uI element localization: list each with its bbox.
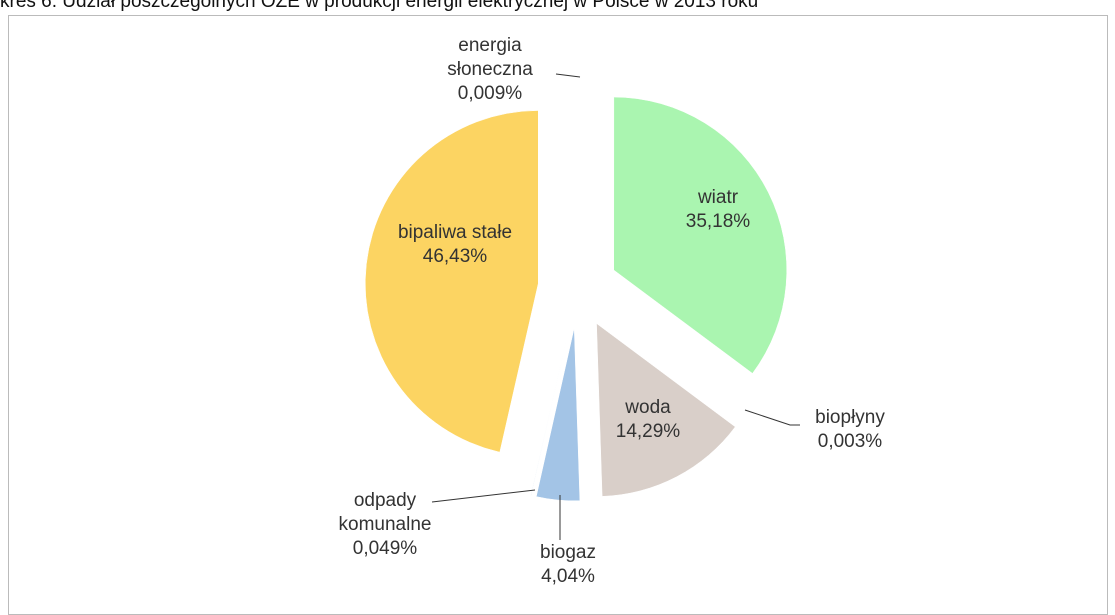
category-label: odpady komunalne bbox=[325, 489, 445, 537]
value-label: 0,003% bbox=[790, 430, 910, 454]
category-label: biogaz bbox=[508, 541, 628, 565]
value-label: 4,04% bbox=[508, 565, 628, 589]
category-label: energia słoneczna bbox=[430, 34, 550, 82]
pie-slice bbox=[614, 97, 787, 373]
value-label: 0,049% bbox=[325, 537, 445, 561]
value-label: 46,43% bbox=[395, 245, 515, 269]
value-label: 14,29% bbox=[588, 420, 708, 444]
value-label: 35,18% bbox=[658, 210, 778, 234]
category-label: biopłyny bbox=[790, 406, 910, 430]
pie-slice bbox=[365, 111, 538, 453]
value-label: 0,009% bbox=[430, 82, 550, 106]
category-label: wiatr bbox=[658, 186, 778, 210]
category-label: bipaliwa stałe bbox=[395, 221, 515, 245]
category-label: woda bbox=[588, 396, 708, 420]
